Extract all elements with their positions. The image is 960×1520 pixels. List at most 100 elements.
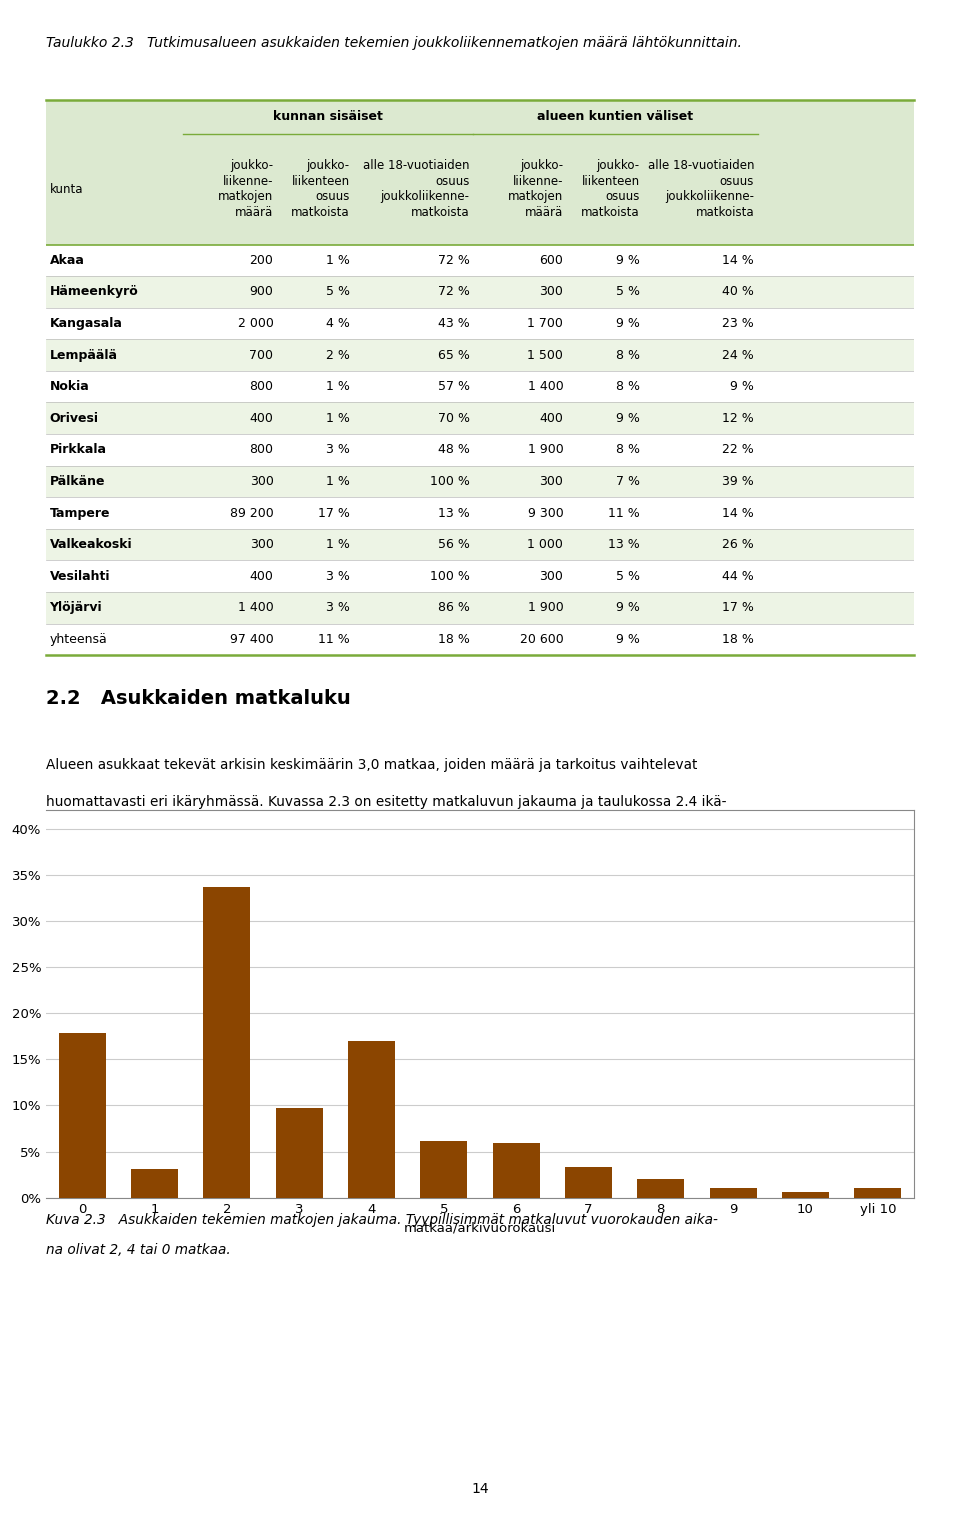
- Text: 400: 400: [250, 412, 274, 424]
- Text: 11 %: 11 %: [608, 506, 639, 520]
- Text: 400: 400: [540, 412, 564, 424]
- Text: 8 %: 8 %: [615, 348, 639, 362]
- Text: 56 %: 56 %: [438, 538, 469, 552]
- Text: 1 400: 1 400: [238, 602, 274, 614]
- Bar: [46, 561, 914, 591]
- Text: Tampere: Tampere: [50, 506, 110, 520]
- Text: 1 %: 1 %: [326, 254, 349, 268]
- Text: 9 %: 9 %: [615, 412, 639, 424]
- Text: 5 %: 5 %: [615, 570, 639, 582]
- Text: Akaa: Akaa: [50, 254, 84, 268]
- Bar: [709, 1187, 756, 1198]
- Text: joukko-
liikenne-
matkojen
määrä: joukko- liikenne- matkojen määrä: [218, 160, 274, 219]
- Bar: [46, 591, 914, 623]
- Bar: [46, 339, 914, 371]
- Bar: [46, 100, 914, 134]
- Text: 100 %: 100 %: [430, 570, 469, 582]
- Bar: [132, 1169, 178, 1198]
- Text: alueen kuntien väliset: alueen kuntien väliset: [538, 111, 693, 123]
- Text: 2 %: 2 %: [326, 348, 349, 362]
- Text: 70 %: 70 %: [438, 412, 469, 424]
- Text: 17 %: 17 %: [318, 506, 349, 520]
- Bar: [782, 1192, 828, 1198]
- Text: Ylöjärvi: Ylöjärvi: [50, 602, 102, 614]
- Text: 9 %: 9 %: [731, 380, 755, 394]
- Text: 24 %: 24 %: [723, 348, 755, 362]
- Text: 20 600: 20 600: [519, 632, 564, 646]
- Text: 14: 14: [471, 1482, 489, 1496]
- Text: Nokia: Nokia: [50, 380, 89, 394]
- Text: 1 900: 1 900: [528, 602, 564, 614]
- Bar: [46, 134, 914, 245]
- Text: 12 %: 12 %: [723, 412, 755, 424]
- Text: 3 %: 3 %: [326, 444, 349, 456]
- Text: joukko-
liikenne-
matkojen
määrä: joukko- liikenne- matkojen määrä: [508, 160, 564, 219]
- Text: 1 %: 1 %: [326, 412, 349, 424]
- Text: yhteensä: yhteensä: [50, 632, 108, 646]
- Text: 40 %: 40 %: [722, 286, 755, 298]
- Text: 1 %: 1 %: [326, 474, 349, 488]
- Text: 17 %: 17 %: [722, 602, 755, 614]
- Text: 800: 800: [250, 444, 274, 456]
- Text: na olivat 2, 4 tai 0 matkaa.: na olivat 2, 4 tai 0 matkaa.: [46, 1243, 230, 1257]
- Text: 48 %: 48 %: [438, 444, 469, 456]
- Text: 200: 200: [250, 254, 274, 268]
- Text: 26 %: 26 %: [723, 538, 755, 552]
- Text: 300: 300: [250, 474, 274, 488]
- Text: 9 300: 9 300: [528, 506, 564, 520]
- Bar: [637, 1180, 684, 1198]
- Bar: [46, 497, 914, 529]
- Text: 1 700: 1 700: [527, 318, 564, 330]
- Text: 57 %: 57 %: [438, 380, 469, 394]
- Text: 300: 300: [540, 474, 564, 488]
- Text: 400: 400: [250, 570, 274, 582]
- Text: 900: 900: [250, 286, 274, 298]
- Bar: [46, 245, 914, 277]
- Text: 5 %: 5 %: [325, 286, 349, 298]
- Text: 65 %: 65 %: [438, 348, 469, 362]
- Text: 22 %: 22 %: [723, 444, 755, 456]
- Text: 9 %: 9 %: [615, 632, 639, 646]
- Text: ryhmättäinen matkaluku.: ryhmättäinen matkaluku.: [46, 833, 220, 847]
- Bar: [46, 371, 914, 403]
- Text: Valkeakoski: Valkeakoski: [50, 538, 132, 552]
- Bar: [276, 1108, 323, 1198]
- Text: joukko-
liikenteen
osuus
matkoista: joukko- liikenteen osuus matkoista: [291, 160, 349, 219]
- Text: 14 %: 14 %: [723, 506, 755, 520]
- Text: joukko-
liikenteen
osuus
matkoista: joukko- liikenteen osuus matkoista: [581, 160, 639, 219]
- Text: 100 %: 100 %: [430, 474, 469, 488]
- Text: 89 200: 89 200: [229, 506, 274, 520]
- Text: 2.2   Asukkaiden matkaluku: 2.2 Asukkaiden matkaluku: [46, 689, 350, 708]
- Text: 8 %: 8 %: [615, 380, 639, 394]
- Text: 1 000: 1 000: [527, 538, 564, 552]
- Text: 2 000: 2 000: [237, 318, 274, 330]
- Text: 9 %: 9 %: [615, 254, 639, 268]
- Text: 11 %: 11 %: [318, 632, 349, 646]
- Text: 300: 300: [250, 538, 274, 552]
- Text: kunta: kunta: [50, 182, 84, 196]
- Text: 43 %: 43 %: [438, 318, 469, 330]
- Text: 23 %: 23 %: [723, 318, 755, 330]
- Text: 1 500: 1 500: [527, 348, 564, 362]
- Bar: [565, 1167, 612, 1198]
- Text: 4 %: 4 %: [326, 318, 349, 330]
- Text: 14 %: 14 %: [723, 254, 755, 268]
- Text: 39 %: 39 %: [723, 474, 755, 488]
- Text: Lempäälä: Lempäälä: [50, 348, 117, 362]
- Text: alle 18-vuotiaiden
osuus
joukkoliikenne-
matkoista: alle 18-vuotiaiden osuus joukkoliikenne-…: [648, 160, 755, 219]
- Text: 1 %: 1 %: [326, 380, 349, 394]
- Text: Kangasala: Kangasala: [50, 318, 123, 330]
- Bar: [854, 1187, 901, 1198]
- Bar: [59, 1034, 106, 1198]
- Text: 300: 300: [540, 286, 564, 298]
- Text: Vesilahti: Vesilahti: [50, 570, 110, 582]
- Bar: [46, 465, 914, 497]
- Text: Alueen asukkaat tekevät arkisin keskimäärin 3,0 matkaa, joiden määrä ja tarkoitu: Alueen asukkaat tekevät arkisin keskimää…: [46, 758, 698, 772]
- Text: 18 %: 18 %: [438, 632, 469, 646]
- Text: 13 %: 13 %: [438, 506, 469, 520]
- Text: 800: 800: [250, 380, 274, 394]
- Text: 7 %: 7 %: [615, 474, 639, 488]
- Text: kunnan sisäiset: kunnan sisäiset: [274, 111, 383, 123]
- Text: 1 400: 1 400: [528, 380, 564, 394]
- Text: Pälkäne: Pälkäne: [50, 474, 105, 488]
